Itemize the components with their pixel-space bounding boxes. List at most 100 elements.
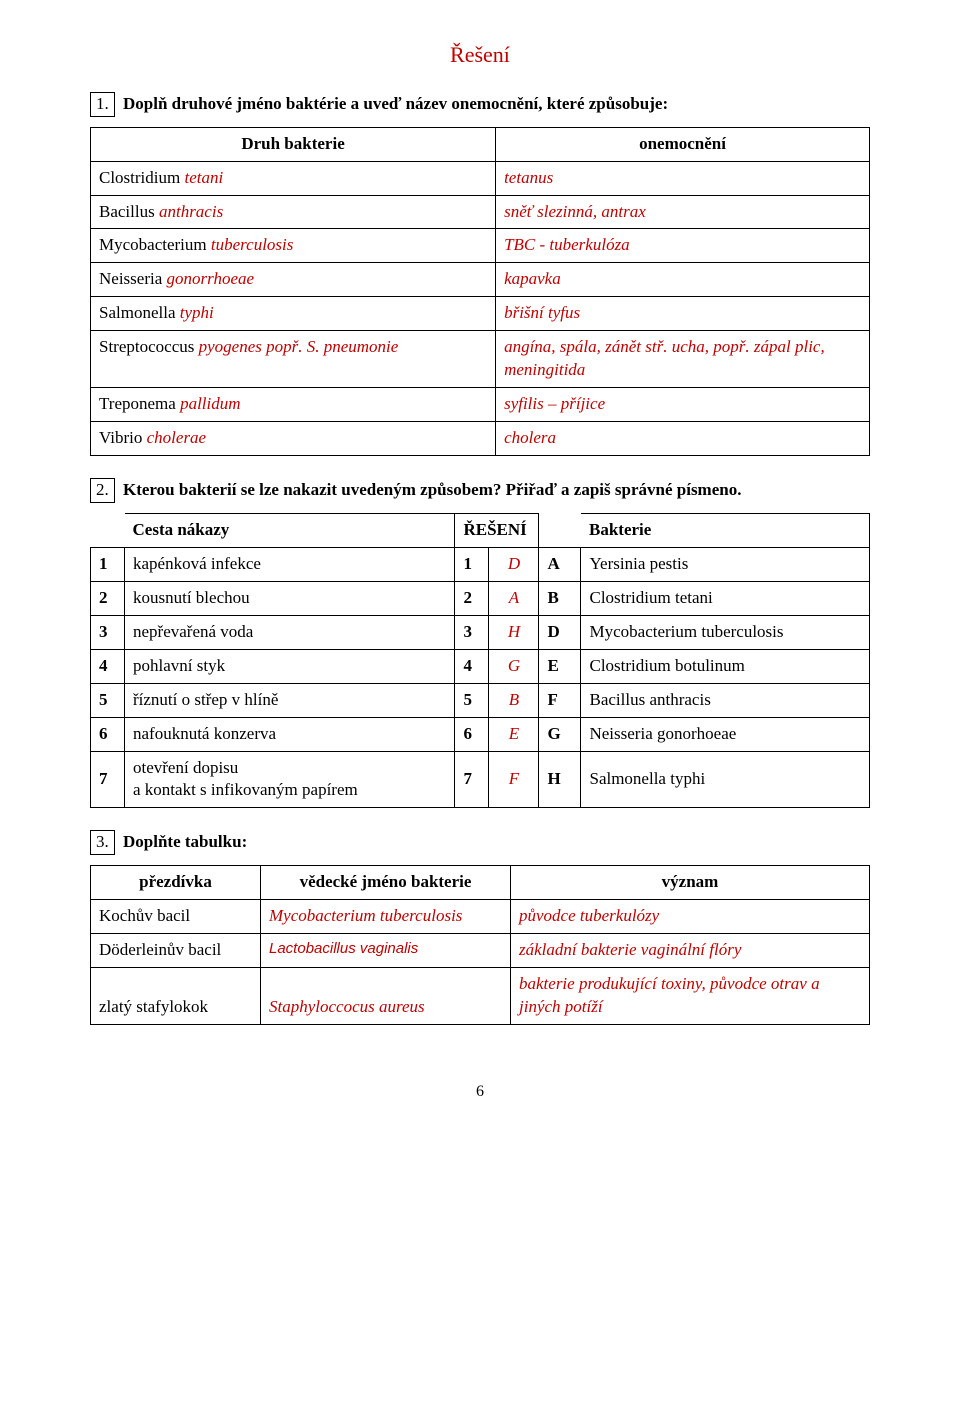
t1-cell: cholera [496, 422, 870, 456]
task1-heading: 1. Doplň druhové jméno baktérie a uveď n… [90, 92, 870, 117]
t2-cell: 6 [455, 717, 489, 751]
t2-cell: G [489, 649, 539, 683]
t2-cell: D [539, 615, 581, 649]
t2-cell: Neisseria gonorhoeae [581, 717, 870, 751]
t1-cell: tetani [184, 168, 223, 187]
task1-num: 1. [90, 92, 115, 117]
t2-cell: H [489, 615, 539, 649]
t3-cell: Lactobacillus vaginalis [261, 934, 511, 968]
t3-cell: Staphyloccocus aureus [261, 968, 511, 1025]
task3-num: 3. [90, 830, 115, 855]
task3-table: přezdívka vědecké jméno bakterie význam … [90, 865, 870, 1025]
t1-cell: pyogenes popř. S. pneumonie [199, 337, 399, 356]
page-title: Řešení [90, 40, 870, 70]
t2-cell: 2 [455, 581, 489, 615]
t3-cell: zlatý stafylokok [91, 968, 261, 1025]
t2-cell: 7 [455, 751, 489, 808]
t2-cell: Mycobacterium tuberculosis [581, 615, 870, 649]
t2-cell: F [539, 683, 581, 717]
page-number: 6 [90, 1081, 870, 1103]
table-row: 5 říznutí o střep v hlíně 5 B F Bacillus… [91, 683, 870, 717]
table-row: Treponema pallidum syfilis – příjice [91, 388, 870, 422]
table-row: Clostridium tetani tetanus [91, 161, 870, 195]
t2-h-right: Bakterie [581, 513, 870, 547]
table-row: Neisseria gonorrhoeae kapavka [91, 263, 870, 297]
t3-h2: vědecké jméno bakterie [261, 866, 511, 900]
t1-cell: sněť slezinná, antrax [496, 195, 870, 229]
t2-cell: Bacillus anthracis [581, 683, 870, 717]
t2-cell: 4 [91, 649, 125, 683]
t2-cell: 1 [91, 547, 125, 581]
t1-cell: Bacillus [99, 202, 159, 221]
t2-cell: F [489, 751, 539, 808]
task3-heading: 3. Doplňte tabulku: [90, 830, 870, 855]
t1-cell: Mycobacterium [99, 235, 211, 254]
t2-cell: 3 [455, 615, 489, 649]
t2-cell: A [489, 581, 539, 615]
t1-header-left: Druh bakterie [91, 127, 496, 161]
t2-cell: 1 [455, 547, 489, 581]
table-row: zlatý stafylokok Staphyloccocus aureus b… [91, 968, 870, 1025]
t2-cell: 5 [91, 683, 125, 717]
t1-cell: syfilis – příjice [496, 388, 870, 422]
t2-cell: H [539, 751, 581, 808]
t3-cell: bakterie produkující toxiny, původce otr… [511, 968, 870, 1025]
t2-cell: otevření dopisu a kontakt s infikovaným … [125, 751, 455, 808]
t1-cell: Streptococcus [99, 337, 199, 356]
table-row: 4 pohlavní styk 4 G E Clostridium botuli… [91, 649, 870, 683]
t1-cell: gonorrhoeae [167, 269, 255, 288]
t2-cell: G [539, 717, 581, 751]
table-row: 1 kapénková infekce 1 D A Yersinia pesti… [91, 547, 870, 581]
t2-cell: D [489, 547, 539, 581]
t1-cell: Salmonella [99, 303, 180, 322]
t1-cell: Clostridium [99, 168, 184, 187]
table-row: 7 otevření dopisu a kontakt s infikovaný… [91, 751, 870, 808]
t1-cell: Vibrio [99, 428, 147, 447]
t3-cell: Mycobacterium tuberculosis [261, 900, 511, 934]
t2-cell: nafouknutá konzerva [125, 717, 455, 751]
task2-text: Kterou bakterií se lze nakazit uvedeným … [123, 480, 741, 499]
t2-cell: říznutí o střep v hlíně [125, 683, 455, 717]
t2-cell: kousnutí blechou [125, 581, 455, 615]
t3-cell: základní bakterie vaginální flóry [511, 934, 870, 968]
t2-h-mid: ŘEŠENÍ [455, 513, 539, 547]
t2-cell: E [539, 649, 581, 683]
t3-cell: původce tuberkulózy [511, 900, 870, 934]
t2-cell: 5 [455, 683, 489, 717]
table-row: Salmonella typhi břišní tyfus [91, 297, 870, 331]
t1-cell: břišní tyfus [496, 297, 870, 331]
t2-cell-line: a kontakt s infikovaným papírem [133, 779, 446, 802]
t2-cell: Yersinia pestis [581, 547, 870, 581]
task3-text: Doplňte tabulku: [123, 832, 247, 851]
table-row: 3 nepřevařená voda 3 H D Mycobacterium t… [91, 615, 870, 649]
t2-cell-line: otevření dopisu [133, 757, 446, 780]
table-row: Bacillus anthracis sněť slezinná, antrax [91, 195, 870, 229]
table-row: Mycobacterium tuberculosis TBC - tuberku… [91, 229, 870, 263]
t2-cell: pohlavní styk [125, 649, 455, 683]
table-row: Streptococcus pyogenes popř. S. pneumoni… [91, 331, 870, 388]
t2-cell: B [489, 683, 539, 717]
t2-cell: Salmonella typhi [581, 751, 870, 808]
t2-cell: 6 [91, 717, 125, 751]
t3-cell: Döderleinův bacil [91, 934, 261, 968]
task1-text: Doplň druhové jméno baktérie a uveď náze… [123, 94, 668, 113]
t3-h1: přezdívka [91, 866, 261, 900]
table-row: 6 nafouknutá konzerva 6 E G Neisseria go… [91, 717, 870, 751]
t2-cell: E [489, 717, 539, 751]
t2-cell: A [539, 547, 581, 581]
t1-cell: tuberculosis [211, 235, 293, 254]
task2-heading: 2. Kterou bakterií se lze nakazit uveden… [90, 478, 870, 503]
table-row: Döderleinův bacil Lactobacillus vaginali… [91, 934, 870, 968]
t3-cell: Kochův bacil [91, 900, 261, 934]
t2-cell: Clostridium botulinum [581, 649, 870, 683]
t1-cell: Neisseria [99, 269, 167, 288]
t1-cell: anthracis [159, 202, 223, 221]
t1-cell: tetanus [496, 161, 870, 195]
task2-table: Cesta nákazy ŘEŠENÍ Bakterie 1 kapénková… [90, 513, 870, 808]
t2-h-left: Cesta nákazy [125, 513, 455, 547]
t2-cell: B [539, 581, 581, 615]
t1-cell: pallidum [180, 394, 240, 413]
t2-cell: Clostridium tetani [581, 581, 870, 615]
t2-cell: 7 [91, 751, 125, 808]
t1-header-right: onemocnění [496, 127, 870, 161]
